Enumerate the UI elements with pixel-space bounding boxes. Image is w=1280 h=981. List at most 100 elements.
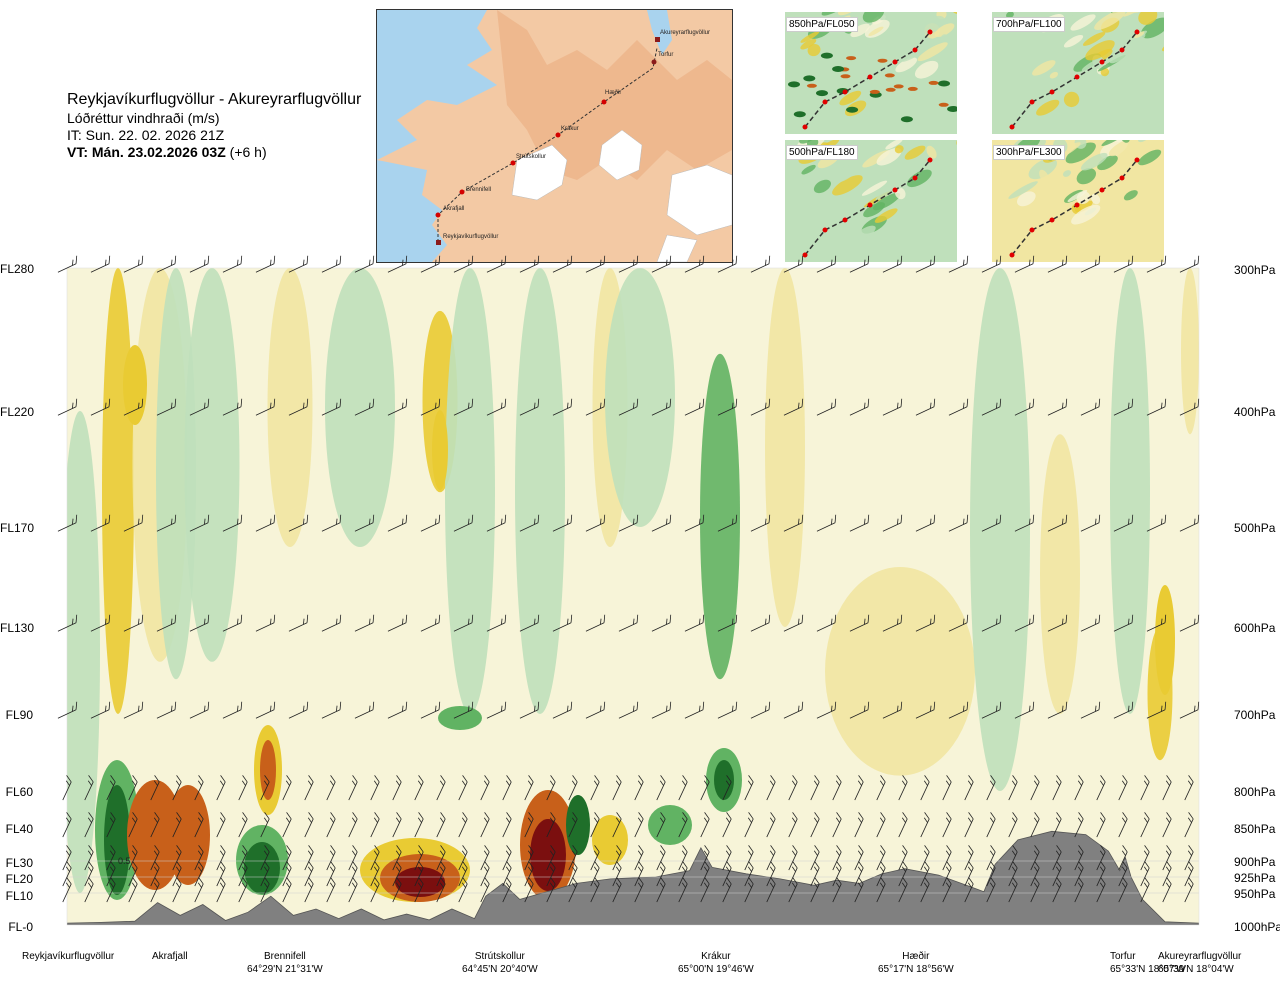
vv-cell: [648, 805, 692, 845]
wind-barb: [981, 514, 1002, 532]
wind-barb: [1184, 775, 1194, 801]
wind-barb: [981, 398, 1002, 416]
vv-cell: [166, 785, 210, 885]
wind-barb: [414, 877, 424, 903]
wind-barb: [552, 398, 573, 416]
wind-barb: [480, 877, 490, 903]
map-marker-brennifell: [459, 189, 465, 195]
minimap-500: 500hPa/FL180: [785, 140, 957, 262]
wind-barb: [981, 701, 1002, 719]
wind-barb: [1030, 845, 1040, 871]
wind-barb: [392, 861, 402, 887]
wind-barb: [370, 845, 380, 871]
x-label-haedir: Hæðir 65°17'N 18°56'W: [878, 951, 954, 975]
wind-barb: [106, 845, 116, 871]
wind-barb: [964, 775, 974, 801]
wind-barb: [678, 845, 688, 871]
wind-barb: [222, 701, 243, 719]
wind-barb: [524, 861, 534, 887]
wind-barb: [546, 812, 556, 838]
wind-barb: [524, 775, 534, 801]
wind-barb: [634, 845, 644, 871]
wind-barb: [1140, 812, 1150, 838]
wind-barb: [150, 812, 160, 838]
wind-barb: [128, 845, 138, 871]
minimap-850: 850hPa/FL050: [785, 12, 957, 134]
wind-barb: [552, 614, 573, 632]
vv-band: [592, 268, 628, 547]
wind-barb: [717, 514, 738, 532]
vv-cell: [1075, 850, 1115, 910]
lead-time: (+6 h): [229, 144, 267, 160]
wind-barb: [84, 861, 94, 887]
wind-barb: [915, 514, 936, 532]
wind-barb: [684, 614, 705, 632]
chart-title-block: Reykjavíkurflugvöllur - Akureyrarflugvöl…: [67, 90, 361, 161]
vv-cell: [1155, 585, 1175, 695]
wind-barb: [948, 398, 969, 416]
wind-barb: [128, 861, 138, 887]
wind-barb: [722, 812, 732, 838]
wind-barb: [326, 812, 336, 838]
wind-barb: [849, 514, 870, 532]
wind-barb: [486, 514, 507, 532]
wind-barb: [700, 877, 710, 903]
wind-barb: [255, 614, 276, 632]
map-marker-haedir: [601, 99, 607, 105]
wind-barb: [156, 614, 177, 632]
wind-barb: [502, 877, 512, 903]
wind-barb: [414, 861, 424, 887]
wind-barb: [480, 775, 490, 801]
wind-barb: [1030, 812, 1040, 838]
wind-barb: [1096, 877, 1106, 903]
wind-barb: [414, 812, 424, 838]
wind-barb: [62, 812, 72, 838]
wind-barb: [1179, 255, 1200, 273]
wind-barb: [238, 845, 248, 871]
wind-barb: [618, 701, 639, 719]
wind-barb: [502, 775, 512, 801]
wind-barb: [612, 845, 622, 871]
y-label-fl220: FL220: [0, 405, 35, 419]
wind-barb: [282, 877, 292, 903]
wind-barb: [282, 775, 292, 801]
wind-barb: [750, 514, 771, 532]
wind-barb: [84, 845, 94, 871]
wind-barb: [854, 812, 864, 838]
wind-barb: [832, 845, 842, 871]
wind-barb: [1140, 775, 1150, 801]
wind-barb: [1030, 775, 1040, 801]
wind-barb: [1162, 845, 1172, 871]
vv-band: [700, 353, 740, 680]
wind-barb: [717, 701, 738, 719]
wind-barb: [876, 877, 886, 903]
vv-band: [825, 567, 975, 776]
wind-barb: [1184, 877, 1194, 903]
wind-barb: [882, 701, 903, 719]
wind-barb: [585, 614, 606, 632]
x-label-torfur: Torfur 65°33'N 18°07'W: [1110, 951, 1186, 975]
wind-barb: [189, 514, 210, 532]
wind-barb: [156, 514, 177, 532]
wind-barb: [766, 861, 776, 887]
wind-barb: [1080, 398, 1101, 416]
vv-band: [325, 268, 395, 547]
valid-time: VT: Mán. 23.02.2026 03Z: [67, 144, 226, 160]
y-label-fl30: FL30: [5, 856, 33, 870]
wind-barb: [458, 861, 468, 887]
wind-barb: [744, 845, 754, 871]
wind-barb: [524, 877, 534, 903]
wind-barb: [436, 845, 446, 871]
wind-barb: [717, 398, 738, 416]
wind-barb: [810, 812, 820, 838]
wind-barb: [123, 398, 144, 416]
wind-barb: [651, 614, 672, 632]
wind-barb: [788, 861, 798, 887]
wind-barb: [354, 514, 375, 532]
wind-barb: [876, 861, 886, 887]
wind-barb: [282, 861, 292, 887]
wind-barb: [519, 701, 540, 719]
wind-barb: [590, 877, 600, 903]
wind-barb: [788, 775, 798, 801]
wind-barb: [876, 775, 886, 801]
